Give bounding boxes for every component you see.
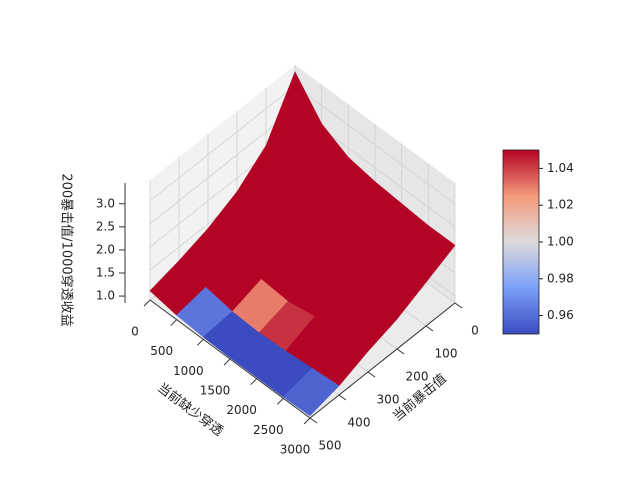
x-tick-label: 2000 bbox=[226, 403, 257, 417]
colorbar-tick-label: 1.00 bbox=[547, 235, 574, 249]
grid-line bbox=[294, 85, 456, 205]
y-tick bbox=[367, 371, 376, 378]
surface-patch bbox=[282, 368, 340, 417]
y-axis-line bbox=[309, 302, 456, 419]
z-tick-label: 1.5 bbox=[96, 266, 115, 280]
y-tick-label: 300 bbox=[377, 393, 400, 407]
colorbar-fill bbox=[502, 149, 540, 335]
x-tick bbox=[223, 358, 231, 366]
x-tick bbox=[276, 397, 284, 405]
y-tick bbox=[396, 348, 405, 355]
z-tick-label: 1.0 bbox=[96, 289, 115, 303]
x-tick-label: 3000 bbox=[280, 443, 311, 457]
x-tick bbox=[303, 417, 311, 425]
x-tick-label: 1000 bbox=[173, 364, 204, 378]
grid-line bbox=[149, 108, 296, 225]
z-tick-label: 3.0 bbox=[96, 196, 115, 210]
colorbar-tick-label: 0.98 bbox=[547, 271, 574, 285]
y-tick bbox=[309, 417, 318, 424]
y-tick-label: 500 bbox=[319, 439, 342, 453]
y-tick-label: 100 bbox=[435, 347, 458, 361]
x-tick-label: 1500 bbox=[200, 384, 231, 398]
surface bbox=[149, 71, 456, 417]
x-tick-label: 2500 bbox=[253, 423, 284, 437]
x-tick-label: 500 bbox=[150, 344, 173, 358]
x-tick bbox=[196, 338, 204, 346]
z-tick-label: 2.5 bbox=[96, 219, 115, 233]
y-tick bbox=[454, 302, 463, 309]
y-tick bbox=[338, 394, 347, 401]
x-tick-label: 0 bbox=[131, 325, 139, 339]
y-tick-label: 200 bbox=[406, 370, 429, 384]
colorbar-tick-label: 1.04 bbox=[547, 161, 574, 175]
colorbar: 0.96 0.98 1.00 1.02 1.04 bbox=[502, 149, 574, 335]
x-axis-line bbox=[149, 299, 311, 419]
x-tick bbox=[143, 299, 151, 307]
y-tick bbox=[425, 325, 434, 332]
colorbar-tick-label: 0.96 bbox=[547, 308, 574, 322]
y-tick-label: 0 bbox=[471, 324, 479, 338]
y-tick-label: 400 bbox=[348, 416, 371, 430]
x-tick bbox=[250, 378, 258, 386]
x-tick bbox=[170, 319, 178, 327]
z-tick-label: 2.0 bbox=[96, 242, 115, 256]
grid-line bbox=[149, 85, 296, 202]
axes: 0500100015002000250030000100200300400500… bbox=[96, 183, 479, 457]
colorbar-tick-label: 1.02 bbox=[547, 198, 574, 212]
z-axis-title: 200暴击值/1000穿透收益 bbox=[59, 173, 75, 326]
